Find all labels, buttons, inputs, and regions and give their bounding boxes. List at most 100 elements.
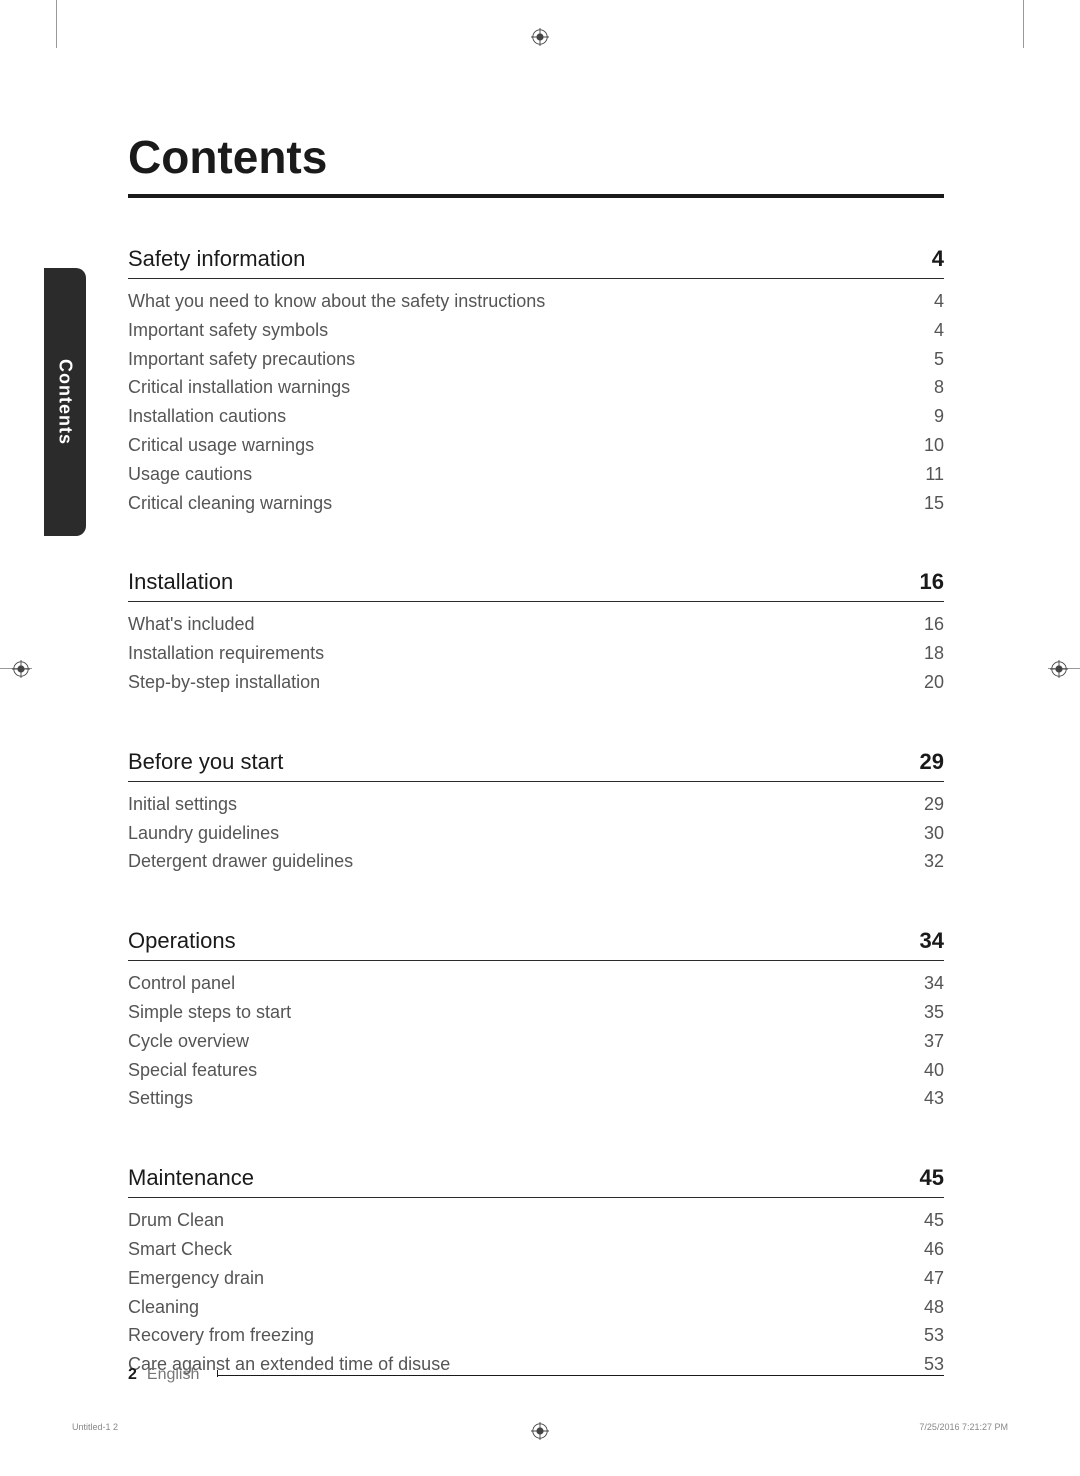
- toc-entry-title: Cycle overview: [128, 1027, 249, 1056]
- toc-entry: Important safety precautions 5: [128, 345, 944, 374]
- toc-entry-title: Simple steps to start: [128, 998, 291, 1027]
- toc-entry-page: 29: [924, 790, 944, 819]
- toc-entry: Installation cautions 9: [128, 402, 944, 431]
- toc-entries: What's included16Installation requiremen…: [128, 610, 944, 696]
- toc-entry-title: Special features: [128, 1056, 257, 1085]
- toc-entry-page: 53: [924, 1321, 944, 1350]
- toc-entry-page: 32: [924, 847, 944, 876]
- toc-entry: Emergency drain 47: [128, 1264, 944, 1293]
- toc-section-page: 4: [932, 246, 944, 272]
- toc-entries: Drum Clean 45Smart Check46Emergency drain…: [128, 1206, 944, 1379]
- registration-mark-icon: [531, 28, 549, 46]
- toc-section: Safety information4What you need to know…: [128, 246, 944, 517]
- footer-page-number: 2: [128, 1366, 137, 1384]
- toc-entry-title: Detergent drawer guidelines: [128, 847, 353, 876]
- toc-entry-page: 37: [924, 1027, 944, 1056]
- toc-entry: What you need to know about the safety i…: [128, 287, 944, 316]
- toc-entry: Laundry guidelines 30: [128, 819, 944, 848]
- toc-entry: Simple steps to start 35: [128, 998, 944, 1027]
- toc-section-header: Before you start 29: [128, 749, 944, 782]
- toc-section-header: Maintenance 45: [128, 1165, 944, 1198]
- toc-section-title: Safety information: [128, 246, 305, 272]
- toc-section-page: 29: [920, 749, 944, 775]
- toc-entry-title: Recovery from freezing: [128, 1321, 314, 1350]
- page-footer: 2 English: [128, 1366, 944, 1384]
- toc-section: Installation 16 What's included16Installat…: [128, 569, 944, 696]
- toc-entry-title: Critical usage warnings: [128, 431, 314, 460]
- toc-entry: Installation requirements 18: [128, 639, 944, 668]
- toc-entries: What you need to know about the safety i…: [128, 287, 944, 517]
- side-tab: Contents: [44, 268, 86, 536]
- toc-entry-page: 4: [934, 287, 944, 316]
- toc-entry: Detergent drawer guidelines 32: [128, 847, 944, 876]
- toc-entry: Step-by-step installation 20: [128, 668, 944, 697]
- registration-mark-icon: [12, 660, 30, 678]
- toc-entry-page: 10: [924, 431, 944, 460]
- toc-entry-title: Critical cleaning warnings: [128, 489, 332, 518]
- toc-entry: Control panel 34: [128, 969, 944, 998]
- toc-entry: Drum Clean 45: [128, 1206, 944, 1235]
- registration-mark-icon: [1050, 660, 1068, 678]
- toc-entry: Special features 40: [128, 1056, 944, 1085]
- toc-section-header: Installation 16: [128, 569, 944, 602]
- toc-entries: Control panel 34 Simple steps to start 35 Cy…: [128, 969, 944, 1113]
- toc-entry-page: 45: [924, 1206, 944, 1235]
- toc-entry-page: 11: [925, 460, 944, 489]
- toc-section-title: Maintenance: [128, 1165, 254, 1191]
- side-tab-label: Contents: [55, 359, 76, 445]
- toc-entry: Smart Check46: [128, 1235, 944, 1264]
- toc-section-title: Installation: [128, 569, 233, 595]
- toc-entry-page: 35: [924, 998, 944, 1027]
- toc-entry-page: 48: [924, 1293, 944, 1322]
- toc-entry-title: Usage cautions: [128, 460, 252, 489]
- toc-entry-title: Control panel: [128, 969, 235, 998]
- toc-entry-title: What's included: [128, 610, 255, 639]
- toc-entry: Initial settings29: [128, 790, 944, 819]
- toc-entry-title: Critical installation warnings: [128, 373, 350, 402]
- toc-entry: Recovery from freezing 53: [128, 1321, 944, 1350]
- toc-section-page: 45: [920, 1165, 944, 1191]
- toc-entry-page: 5: [934, 345, 944, 374]
- toc-entry-title: Step-by-step installation: [128, 668, 320, 697]
- toc-section-page: 34: [920, 928, 944, 954]
- toc-entry: Critical cleaning warnings 15: [128, 489, 944, 518]
- toc-entry-page: 8: [934, 373, 944, 402]
- toc-entry-title: Settings: [128, 1084, 193, 1113]
- toc-entry-page: 20: [924, 668, 944, 697]
- toc-entry-title: Installation requirements: [128, 639, 324, 668]
- imprint-right: 7/25/2016 7:21:27 PM: [919, 1422, 1008, 1432]
- toc-entry: Important safety symbols4: [128, 316, 944, 345]
- toc-entry-page: 9: [934, 402, 944, 431]
- toc-entry: Cleaning48: [128, 1293, 944, 1322]
- toc-entry: Critical installation warnings 8: [128, 373, 944, 402]
- page-content: Contents Safety information4What you nee…: [128, 130, 944, 1431]
- footer-line: [218, 1375, 944, 1376]
- toc-section-header: Operations 34: [128, 928, 944, 961]
- footer-line-tick: [217, 1370, 218, 1377]
- toc-entry-page: 40: [924, 1056, 944, 1085]
- toc-entry-page: 47: [924, 1264, 944, 1293]
- toc-entry-page: 30: [924, 819, 944, 848]
- toc-entry-title: Important safety precautions: [128, 345, 355, 374]
- toc-section-title: Before you start: [128, 749, 283, 775]
- imprint-left: Untitled-1 2: [72, 1422, 118, 1432]
- toc-entry-page: 34: [924, 969, 944, 998]
- toc-entry-page: 18: [924, 639, 944, 668]
- toc-entry-page: 15: [924, 489, 944, 518]
- toc-section: Maintenance45Drum Clean45Smart Check46Em…: [128, 1165, 944, 1379]
- toc-entry-title: Emergency drain: [128, 1264, 264, 1293]
- toc-entry: Critical usage warnings 10: [128, 431, 944, 460]
- toc-entry-title: Laundry guidelines: [128, 819, 279, 848]
- toc-entry-title: Smart Check: [128, 1235, 232, 1264]
- toc-section-header: Safety information 4: [128, 246, 944, 279]
- toc-entries: Initial settings29Laundry guidelines30De…: [128, 790, 944, 876]
- toc-entry-title: Installation cautions: [128, 402, 286, 431]
- crop-mark: [1023, 0, 1024, 48]
- toc-entry: Usage cautions 11: [128, 460, 944, 489]
- toc-section: Before you start29Initial settings29Laun…: [128, 749, 944, 876]
- toc-section-title: Operations: [128, 928, 236, 954]
- toc-entry-title: Drum Clean: [128, 1206, 224, 1235]
- toc-entry-page: 4: [934, 316, 944, 345]
- page-title: Contents: [128, 130, 944, 194]
- toc-section-page: 16: [920, 569, 944, 595]
